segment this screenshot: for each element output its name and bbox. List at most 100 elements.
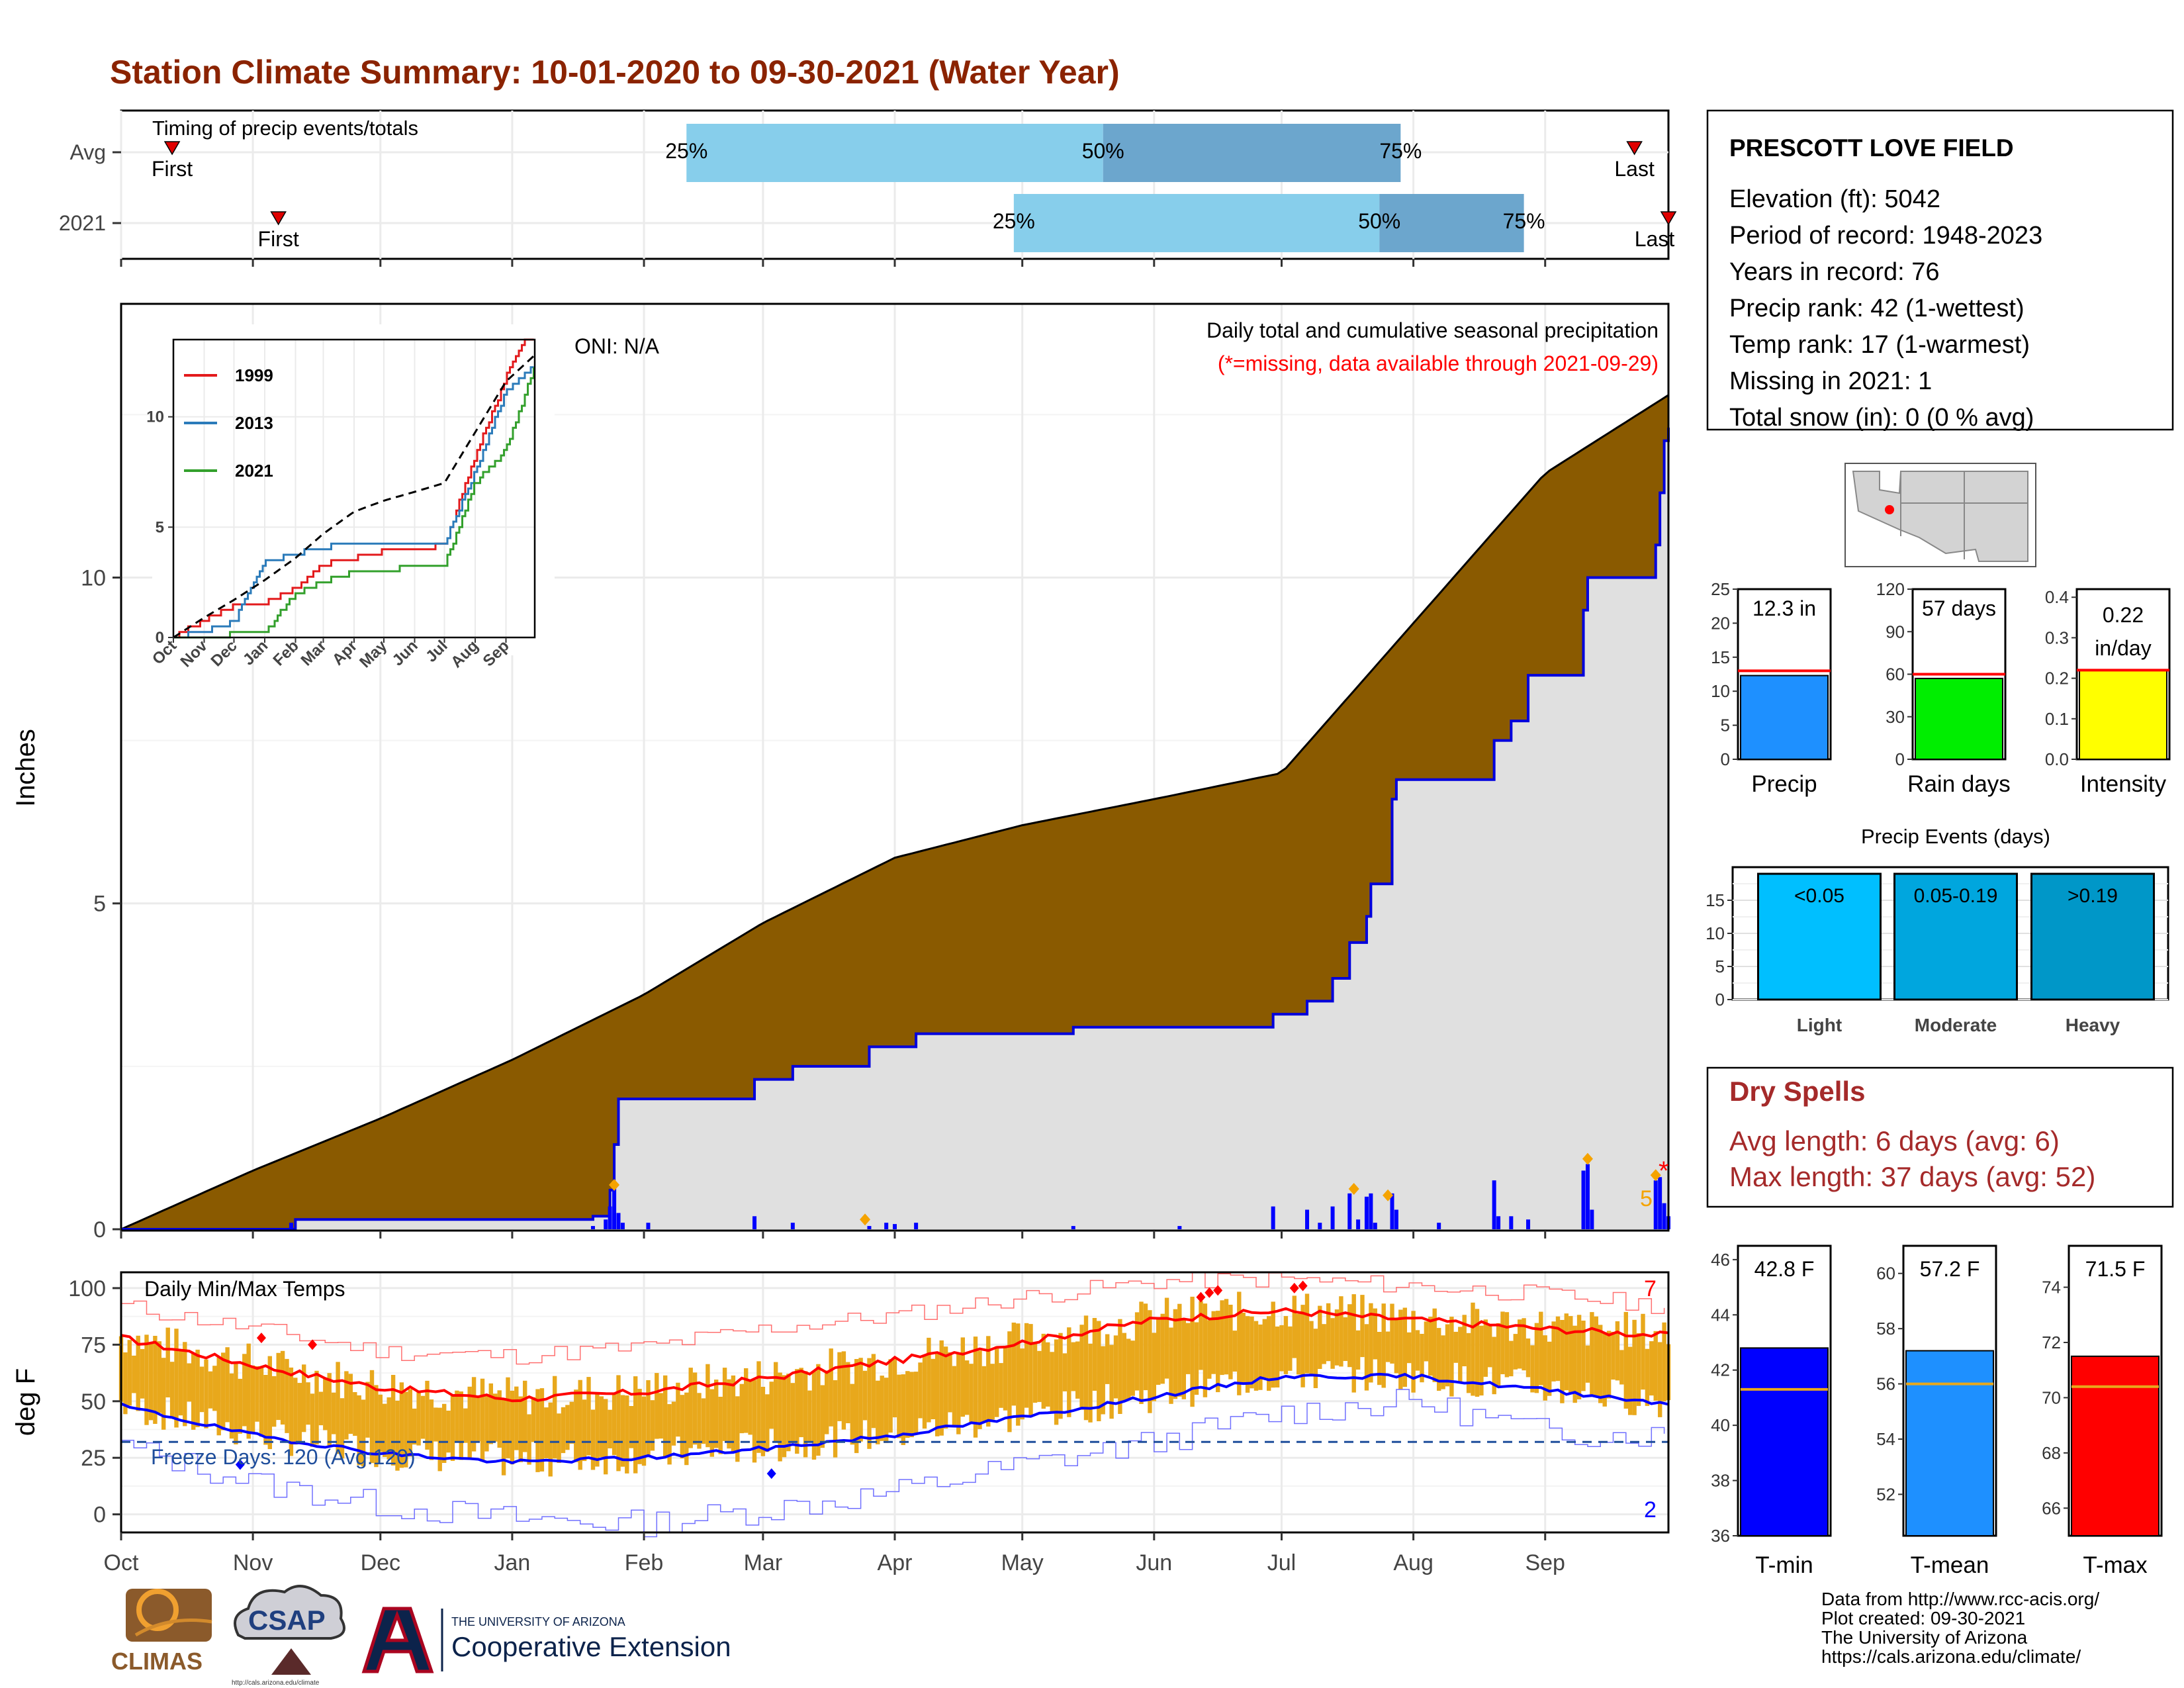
daily-temp-bar	[846, 1362, 850, 1423]
daily-temp-bar	[1488, 1326, 1492, 1368]
locator-map	[1844, 463, 2036, 567]
daily-temp-bar	[1569, 1316, 1573, 1394]
daily-temp-bar	[1420, 1334, 1424, 1383]
daily-temp-bar	[680, 1395, 684, 1459]
temp-summary-tick-label: 52	[1876, 1484, 1895, 1504]
temp-x-tick-label: Jul	[1267, 1550, 1296, 1575]
csap-cloud	[234, 1585, 345, 1640]
daily-temp-bar	[412, 1408, 417, 1445]
daily-temp-bar	[429, 1399, 434, 1460]
daily-temp-bar	[1237, 1291, 1242, 1395]
daily-precip-bar	[604, 1219, 608, 1229]
stat-bar-tick-label: 0	[1895, 749, 1905, 769]
events-category-label: Light	[1797, 1015, 1842, 1035]
daily-temp-bar	[1458, 1327, 1463, 1383]
daily-temp-bar	[1632, 1319, 1637, 1415]
events-title: Precip Events (days)	[1861, 825, 2050, 848]
daily-temp-bar	[238, 1378, 242, 1434]
daily-temp-bar	[140, 1348, 145, 1399]
daily-temp-bar	[1623, 1311, 1628, 1409]
daily-temp-bar	[1560, 1320, 1565, 1403]
daily-temp-bar	[463, 1408, 468, 1443]
first-event-label: First	[258, 227, 299, 251]
temp-y-tick-label: 75	[81, 1333, 106, 1358]
daily-temp-bar	[1326, 1303, 1331, 1362]
daily-temp-bar	[1555, 1316, 1561, 1382]
daily-temp-bar	[739, 1383, 744, 1434]
station-line: Period of record: 1948-2023	[1729, 222, 2042, 250]
daily-temp-bar	[1279, 1325, 1284, 1372]
stat-bar-value	[2079, 669, 2167, 761]
daily-temp-bar	[561, 1407, 566, 1454]
inset-line-2013	[173, 366, 534, 639]
daily-temp-bar	[1250, 1316, 1254, 1389]
daily-temp-bar	[880, 1376, 884, 1441]
temp-summary-label: T-mean	[1911, 1552, 1989, 1578]
daily-temp-bar	[387, 1397, 391, 1460]
daily-temp-bar	[506, 1377, 510, 1458]
temp-summary-tick-label: 68	[2042, 1443, 2061, 1463]
daily-temp-bar	[1152, 1333, 1156, 1401]
daily-temp-bar	[348, 1374, 353, 1434]
daily-temp-bar	[765, 1394, 770, 1452]
stat-bar-tick-label: 0.3	[2045, 628, 2069, 647]
daily-temp-bar	[1636, 1333, 1641, 1406]
daily-temp-bar	[1611, 1331, 1615, 1380]
daily-temp-bar	[318, 1391, 324, 1426]
dry-spells-title: Dry Spells	[1729, 1076, 1865, 1107]
daily-temp-bar	[1381, 1303, 1386, 1388]
stat-bar-tick-label: 30	[1886, 707, 1905, 727]
daily-temp-bar	[1513, 1334, 1518, 1370]
daily-temp-bar	[369, 1370, 375, 1464]
temp-title: Daily Min/Max Temps	[144, 1277, 345, 1301]
station-line: Temp rank: 17 (1-warmest)	[1729, 331, 2030, 359]
csap-url: http://cals.arizona.edu/climate	[232, 1679, 320, 1687]
timing-row-label-2021: 2021	[59, 211, 106, 235]
daily-temp-bar	[169, 1362, 175, 1418]
temp-x-tick-label: Feb	[625, 1550, 664, 1575]
daily-precip-bar	[1347, 1193, 1352, 1229]
timing-row-label-avg: Avg	[69, 140, 106, 164]
daily-temp-bar	[935, 1354, 940, 1436]
temp-summary-tick-label: 54	[1876, 1429, 1895, 1449]
precip-y-tick-label: 5	[93, 892, 106, 917]
daily-precip-bar	[289, 1223, 293, 1229]
daily-temp-bar	[501, 1398, 506, 1476]
record-high-marker	[256, 1333, 266, 1344]
daily-temp-bar	[263, 1375, 268, 1445]
daily-temp-bar	[1330, 1318, 1335, 1369]
station-line: Missing in 2021: 1	[1729, 367, 1932, 395]
events-bar-label: 0.05-0.19	[1914, 885, 1998, 907]
dry-spells-frame	[1706, 1066, 2174, 1208]
station-line: Total snow (in): 0 (0 % avg)	[1729, 404, 2034, 432]
temp-x-tick-label: Apr	[878, 1550, 913, 1575]
daily-temp-bar	[1024, 1323, 1029, 1408]
timing-pct-label: 50%	[1358, 209, 1400, 233]
temp-x-tick-label: Jan	[494, 1550, 531, 1575]
daily-precip-bar	[752, 1216, 757, 1229]
temp-summary-tick-label: 60	[1876, 1264, 1895, 1284]
temp-summary-tick-label: 42	[1711, 1360, 1730, 1380]
daily-temp-bar	[1054, 1339, 1059, 1425]
dry-spells-max: Max length: 37 days (avg: 52)	[1729, 1161, 2095, 1192]
daily-precip-bar	[646, 1223, 651, 1229]
inset-y-tick-label: 5	[156, 518, 164, 536]
daily-temp-bar	[692, 1372, 698, 1445]
daily-temp-bar	[1360, 1295, 1365, 1358]
stat-bar-tick-label: 20	[1711, 613, 1730, 633]
extreme-precip-marker	[1348, 1182, 1359, 1195]
daily-temp-bar	[1186, 1323, 1191, 1374]
daily-precip-bar	[1437, 1223, 1441, 1229]
daily-temp-bar	[195, 1349, 200, 1427]
daily-temp-bar	[1615, 1321, 1620, 1381]
daily-temp-bar	[1437, 1328, 1441, 1391]
daily-temp-bar	[1585, 1345, 1590, 1383]
daily-temp-bar	[837, 1352, 842, 1421]
precip-missing-note: (*=missing, data available through 2021-…	[1218, 352, 1659, 375]
daily-temp-bar	[1475, 1309, 1480, 1397]
daily-temp-bar	[1518, 1319, 1522, 1369]
csap-wordmark: CSAP	[248, 1605, 326, 1636]
events-y-tick-label: 0	[1715, 990, 1725, 1009]
daily-precip-bar	[1590, 1209, 1594, 1229]
temp-summary-tick-label: 44	[1711, 1305, 1730, 1325]
